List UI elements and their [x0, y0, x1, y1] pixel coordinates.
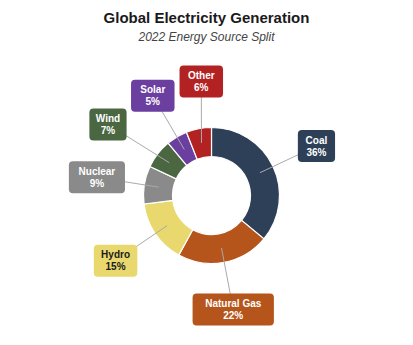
svg-text:36%: 36% [306, 147, 326, 158]
html-text:2022 Energy Source Split: 2022 Energy Source Split [138, 30, 275, 44]
svg-text:Hydro: Hydro [101, 249, 130, 260]
svg-text:5%: 5% [146, 96, 161, 107]
svg-text:15%: 15% [106, 261, 126, 272]
svg-text:7%: 7% [101, 125, 116, 136]
svg-text:Other: Other [188, 70, 215, 81]
svg-text:6%: 6% [194, 82, 209, 93]
svg-text:9%: 9% [90, 178, 105, 189]
svg-text:Solar: Solar [140, 84, 165, 95]
svg-text:22%: 22% [223, 310, 243, 321]
svg-text:Wind: Wind [96, 113, 120, 124]
svg-text:Natural Gas: Natural Gas [205, 298, 262, 309]
svg-text:Coal: Coal [306, 135, 328, 146]
svg-text:Nuclear: Nuclear [79, 166, 116, 177]
html-text:Global Electricity Generation: Global Electricity Generation [103, 9, 310, 26]
